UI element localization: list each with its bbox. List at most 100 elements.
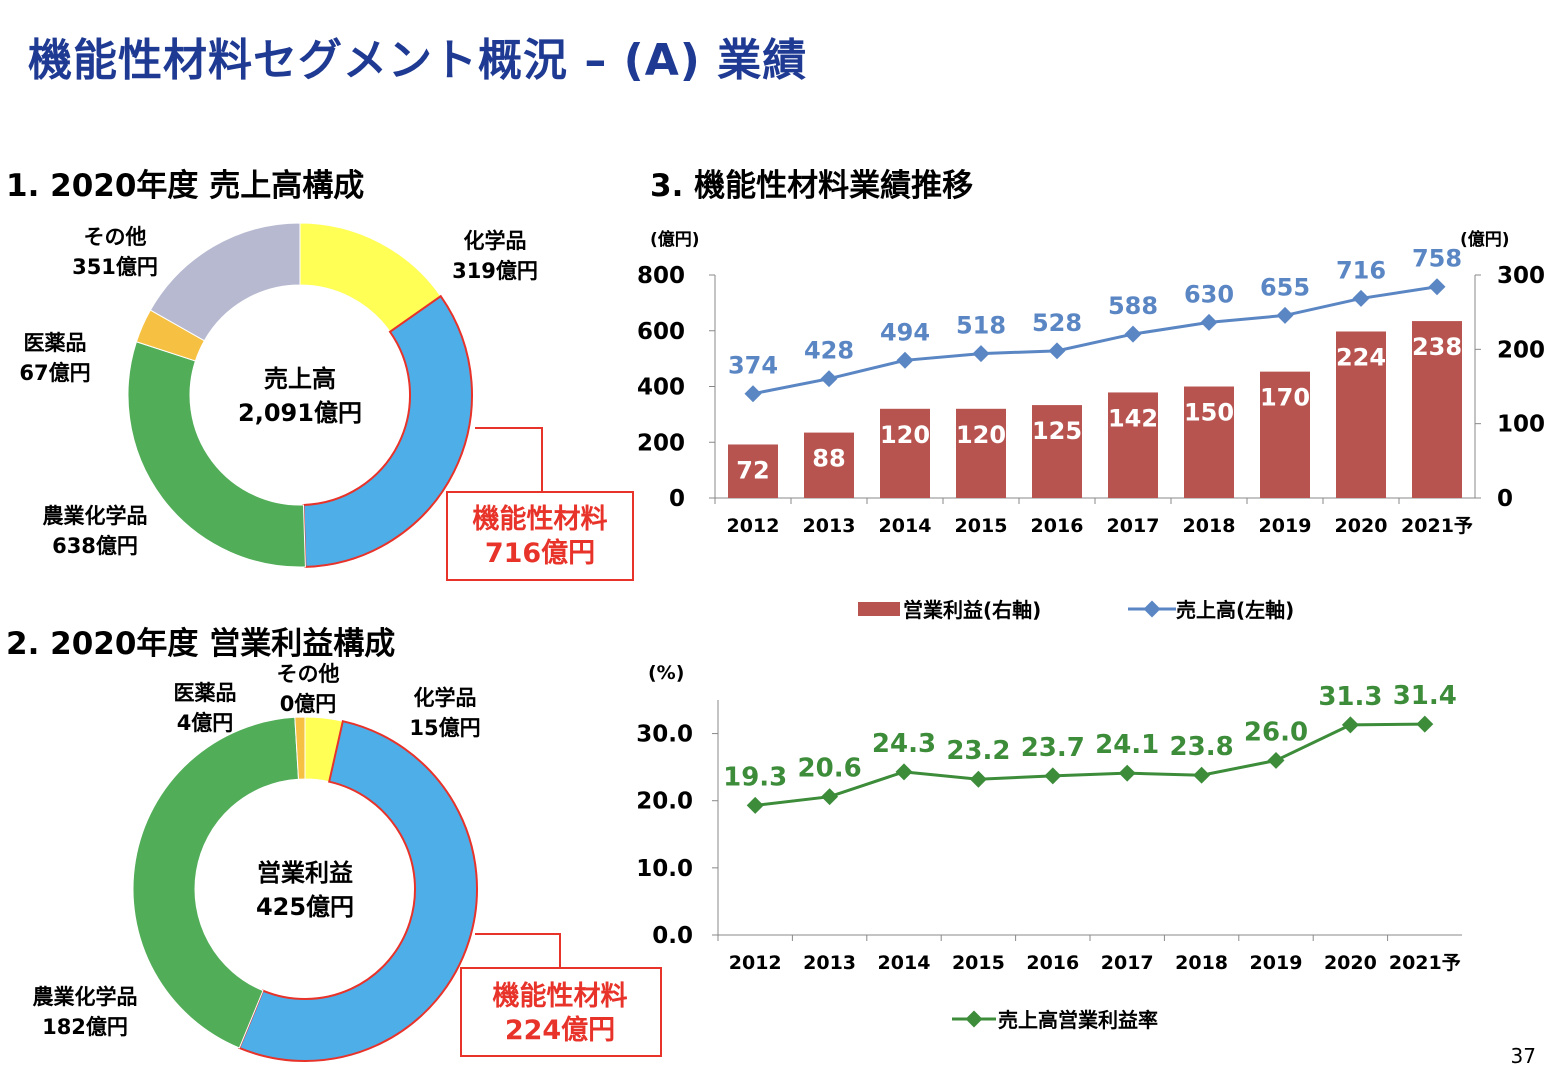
slice-value-label-pharma: 4億円: [177, 711, 234, 735]
x-axis-tick-label: 2018: [1175, 952, 1228, 974]
operating-profit-bar-label: 238: [1412, 333, 1462, 361]
x-axis-tick-label: 2013: [803, 515, 856, 537]
slice-name-label-agro: 農業化学品: [33, 985, 138, 1009]
slice-value-label-agro: 638億円: [52, 534, 138, 558]
slice-value-label-functional: 224億円: [505, 1015, 615, 1046]
left-axis-tick-label: 0: [669, 486, 685, 512]
margin-data-label: 19.3: [723, 762, 787, 792]
operating-profit-bar: [880, 408, 930, 498]
legend-marker-sales: [1143, 600, 1161, 618]
slice-name-label-other: その他: [84, 225, 147, 249]
y-axis-unit: (%): [648, 662, 684, 684]
sales-data-label: 494: [880, 318, 930, 346]
operating-profit-bar-label: 72: [736, 456, 769, 484]
left-axis-tick-label: 600: [637, 319, 685, 345]
slice-name-label-chemical: 化学品: [464, 229, 527, 253]
slice-value-label-chemical: 15億円: [409, 716, 480, 740]
legend-swatch-operating-profit: [858, 602, 900, 616]
margin-line-marker: [1416, 715, 1434, 733]
sales-line: [752, 285, 1438, 396]
sales-data-label: 374: [728, 352, 778, 380]
sales-data-label: 518: [956, 312, 1006, 340]
sales-line-marker: [1428, 278, 1446, 296]
x-axis-tick-label: 2016: [1026, 952, 1079, 974]
legend-label-sales: 売上高(左軸): [1176, 598, 1294, 622]
page-title: 機能性材料セグメント概況 – (A) 業績: [28, 35, 808, 86]
operating-profit-bar: [1336, 331, 1386, 498]
slice-name-label-other: その他: [277, 662, 340, 686]
section-title-performance-trend: 3. 機能性材料業績推移: [650, 168, 974, 204]
margin-line-marker: [1193, 766, 1211, 784]
slice-value-label-functional: 716億円: [485, 538, 595, 569]
operating-profit-bar: [728, 444, 778, 498]
donut-center-value: 425億円: [256, 893, 354, 921]
sales-line-marker: [896, 351, 914, 369]
operating-profit-bar: [1108, 392, 1158, 498]
operating-profit-bar: [1032, 405, 1082, 498]
x-axis-tick-label: 2017: [1107, 515, 1160, 537]
left-axis-tick-label: 800: [637, 263, 685, 289]
section-title-sales-composition: 1. 2020年度 売上高構成: [6, 168, 365, 204]
operating-profit-bar: [1184, 386, 1234, 498]
x-axis-tick-label: 2020: [1324, 952, 1377, 974]
highlight-callout-box: [446, 491, 634, 581]
margin-line-marker: [1341, 716, 1359, 734]
right-axis-tick-label: 0: [1497, 486, 1513, 512]
x-axis-tick-label: 2014: [878, 952, 931, 974]
operating-profit-bar: [804, 432, 854, 498]
sales-data-label: 428: [804, 337, 854, 365]
sales-line-marker: [1124, 325, 1142, 343]
sales-data-label: 716: [1336, 256, 1386, 284]
margin-data-label: 31.3: [1318, 682, 1382, 712]
x-axis-tick-label: 2013: [803, 952, 856, 974]
sales-data-label: 630: [1184, 280, 1234, 308]
highlight-leader-line: [475, 427, 543, 492]
operating-profit-bar-label: 170: [1260, 384, 1310, 412]
x-axis-tick-label: 2021予: [1389, 952, 1461, 974]
margin-data-label: 26.0: [1244, 717, 1308, 747]
slice-value-label-chemical: 319億円: [452, 259, 538, 283]
margin-data-label: 23.7: [1021, 733, 1085, 763]
slice-name-label-pharma: 医薬品: [24, 331, 87, 355]
left-axis-tick-label: 200: [637, 430, 685, 456]
margin-data-label: 20.6: [798, 754, 862, 784]
operating-profit-bar-label: 88: [812, 445, 845, 473]
x-axis-tick-label: 2018: [1183, 515, 1236, 537]
operating-profit-bar-label: 150: [1184, 399, 1234, 427]
section-title-profit-composition: 2. 2020年度 営業利益構成: [6, 626, 396, 662]
x-axis-tick-label: 2020: [1335, 515, 1388, 537]
donut-center-label: 営業利益: [257, 859, 353, 887]
slice-name-label-chemical: 化学品: [414, 686, 477, 710]
right-axis-tick-label: 300: [1497, 263, 1545, 289]
y-axis-tick-label: 20.0: [636, 789, 693, 815]
sales-line-marker: [1276, 306, 1294, 324]
left-axis-unit: (億円): [650, 229, 700, 250]
margin-data-label: 24.3: [872, 729, 936, 759]
margin-data-label: 24.1: [1095, 730, 1159, 760]
margin-line-marker: [969, 770, 987, 788]
margin-line-marker: [895, 763, 913, 781]
slice-value-label-pharma: 67億円: [19, 361, 90, 385]
donut-center-value: 2,091億円: [238, 399, 362, 427]
donut-slice-agro: [127, 341, 306, 568]
donut-slice-functional: [238, 720, 478, 1062]
donut-slice-pharma: [294, 716, 306, 780]
slice-name-label-functional: 機能性材料: [473, 503, 608, 535]
operating-profit-bar-label: 120: [880, 421, 930, 449]
margin-line: [755, 722, 1425, 807]
y-axis-tick-label: 10.0: [636, 856, 693, 882]
sales-line-marker: [744, 385, 762, 403]
operating-profit-bar: [1412, 321, 1462, 498]
sales-profit-combo-chart: (億円) (億円) 0 200 400 600 800 0 100 200 300 2012 2013 2…: [637, 229, 1545, 622]
margin-line-marker: [1044, 767, 1062, 785]
sales-data-label: 528: [1032, 309, 1082, 337]
slice-value-label-agro: 182億円: [42, 1015, 128, 1039]
x-axis-tick-label: 2014: [879, 515, 932, 537]
margin-line-marker: [1118, 764, 1136, 782]
donut-center-label: 売上高: [264, 365, 336, 393]
highlight-leader-line: [475, 933, 561, 968]
margin-line-marker: [746, 796, 764, 814]
x-axis-tick-label: 2021予: [1401, 515, 1473, 537]
profit-margin-line-chart: (%) 0.0 10.0 20.0 30.0 2012 2013 2014 2015 2016 20…: [636, 662, 1462, 1032]
